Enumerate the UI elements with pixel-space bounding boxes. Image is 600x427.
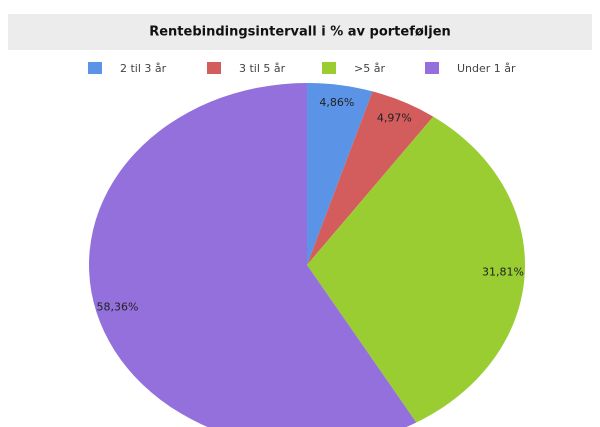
title-band — [8, 14, 592, 50]
pie-slice — [307, 91, 434, 265]
legend-swatch — [322, 62, 336, 74]
legend-label: 3 til 5 år — [239, 62, 286, 75]
pie-slice — [89, 83, 417, 427]
legend-swatch — [207, 62, 221, 74]
legend-label: Under 1 år — [457, 62, 516, 75]
data-label: 4,97% — [377, 111, 412, 124]
legend-label: >5 år — [354, 62, 385, 75]
data-label: 4,86% — [319, 96, 354, 109]
data-label: 31,81% — [482, 266, 524, 279]
chart-title: Rentebindingsintervall i % av portefølje… — [149, 25, 451, 40]
pie-slice — [307, 83, 373, 265]
legend-swatch — [425, 62, 439, 74]
legend-swatch — [88, 62, 102, 74]
data-label: 58,36% — [97, 301, 139, 314]
legend-label: 2 til 3 år — [120, 62, 167, 75]
pie-slice — [307, 116, 525, 423]
